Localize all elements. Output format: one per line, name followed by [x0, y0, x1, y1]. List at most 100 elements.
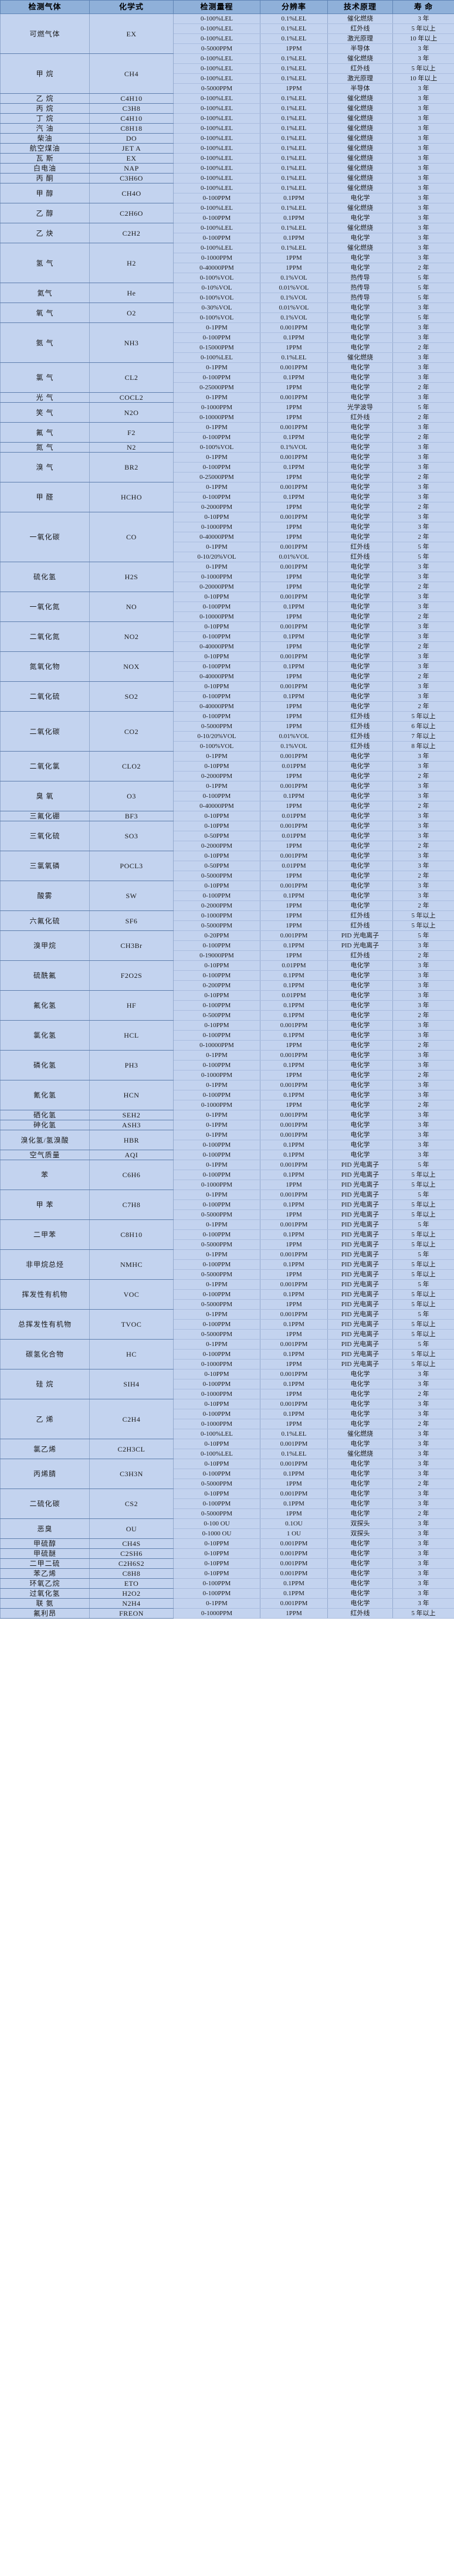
technical-principle-cell: 电化学 [327, 432, 393, 443]
technical-principle-cell: 电化学 [327, 582, 393, 592]
resolution-cell: 0.01PPM [260, 990, 328, 1001]
technical-principle-cell: PID 光电离子 [327, 1339, 393, 1350]
resolution-cell: 1PPM [260, 801, 328, 811]
resolution-cell: 1PPM [260, 532, 328, 542]
technical-principle-cell: 电化学 [327, 442, 393, 453]
resolution-cell: 0.001PPM [260, 1279, 328, 1290]
resolution-cell: 0.1%LEL [260, 1429, 328, 1439]
table-row: 恶臭 OU 0-100 OU 0.1OU 双探头 3 年 [0, 1518, 454, 1539]
technical-principle-cell: PID 光电离子 [327, 1199, 393, 1210]
technical-principle-cell: 催化燃烧 [327, 163, 393, 174]
detection-range-cell: 0-19000PPM [173, 950, 260, 961]
detection-range-cell: 0-100PPM [173, 1170, 260, 1180]
technical-principle-cell: 催化燃烧 [327, 93, 393, 104]
table-row: 0-10000PPM 1PPM 电化学 2 年 [1, 611, 454, 622]
gas-name-cell: 二氧化碳 [0, 711, 90, 752]
resolution-cell: 0.001PPM [260, 1598, 328, 1609]
resolution-cell: 1PPM [260, 263, 328, 273]
detection-range-cell: 0-1PPM [173, 1110, 260, 1120]
resolution-cell: 1PPM [260, 841, 328, 851]
table-row: 乙 醇 C2H6O 0-100%LEL 0.1%LEL 催化燃烧 3 年 [0, 203, 454, 223]
lifetime-cell: 3 年 [392, 661, 454, 672]
table-row: 联 氨 N2H4 0-1PPM 0.001PPM 电化学 3 年 [0, 1598, 454, 1609]
detection-range-cell: 0-500PPM [173, 1010, 260, 1021]
chemical-formula-cell: C8H8 [89, 1568, 174, 1579]
technical-principle-cell: 催化燃烧 [327, 243, 393, 253]
technical-principle-cell: 催化燃烧 [327, 203, 393, 213]
detection-range-cell: 0-40000PPM [173, 263, 260, 273]
resolution-cell: 0.1PPM [260, 1469, 328, 1479]
detection-range-cell: 0-100PPM [173, 1409, 260, 1419]
technical-principle-cell: PID 光电离子 [327, 1319, 393, 1330]
detection-range-cell: 0-10/20%VOL [173, 731, 260, 742]
table-row: 0-100PPM 0.1PPM 电化学 3 年 [1, 1498, 454, 1509]
technical-principle-cell: 电化学 [327, 791, 393, 801]
detection-range-cell: 0-10PPM [173, 1568, 260, 1579]
detection-range-cell: 0-10PPM [173, 651, 260, 662]
lifetime-cell: 3 年 [392, 861, 454, 871]
lifetime-cell: 3 年 [392, 1439, 454, 1449]
lifetime-cell: 3 年 [392, 372, 454, 383]
table-row: 瓦 斯 EX 0-100%LEL 0.1%LEL 催化燃烧 3 年 [0, 153, 454, 164]
detection-range-cell: 0-100PPM [173, 1030, 260, 1041]
detection-range-cell: 0-40000PPM [173, 701, 260, 712]
table-row: 氟 气 F2 0-1PPM 0.001PPM 电化学 3 年 [0, 422, 454, 443]
lifetime-cell: 3 年 [392, 143, 454, 154]
technical-principle-cell: 双探头 [327, 1518, 393, 1529]
chemical-formula-cell: CL2 [89, 362, 174, 393]
lifetime-cell: 3 年 [392, 352, 454, 363]
detection-range-cell: 0-100%VOL [173, 442, 260, 453]
lifetime-cell: 5 年以上 [392, 1319, 454, 1330]
chemical-formula-cell: C2H3CL [89, 1439, 174, 1459]
resolution-cell: 0.1PPM [260, 1409, 328, 1419]
detection-range-cell: 0-100%LEL [173, 173, 260, 183]
chemical-formula-cell: NOX [89, 651, 174, 682]
detection-range-cell: 0-10PPM [173, 621, 260, 632]
resolution-cell: 1PPM [260, 572, 328, 582]
resolution-cell: 0.1PPM [260, 1588, 328, 1599]
detection-range-cell: 0-100PPM [173, 1229, 260, 1240]
technical-principle-cell: 电化学 [327, 512, 393, 522]
resolution-cell: 0.01%VOL [260, 552, 328, 562]
gas-name-cell: 乙 烯 [0, 1399, 90, 1439]
gas-name-cell: 臭 氧 [0, 781, 90, 811]
table-row: 汽 油 C8H18 0-100%LEL 0.1%LEL 催化燃烧 3 年 [0, 123, 454, 134]
detection-range-cell: 0-5000PPM [173, 1329, 260, 1340]
gas-name-cell: 二氧化氯 [0, 751, 90, 781]
resolution-cell: 0.001PPM [260, 362, 328, 373]
technical-principle-cell: 电化学 [327, 1010, 393, 1021]
technical-principle-cell: 激光原理 [327, 33, 393, 44]
detection-range-cell: 0-25000PPM [173, 382, 260, 393]
technical-principle-cell: 电化学 [327, 1000, 393, 1011]
detection-range-cell: 0-100PPM [173, 1498, 260, 1509]
table-row: 挥发性有机物 VOC 0-1PPM 0.001PPM PID 光电离子 5 年 [0, 1279, 454, 1310]
resolution-cell: 1PPM [260, 83, 328, 94]
table-row: 0-200PPM 0.1PPM 电化学 3 年 [1, 980, 454, 991]
technical-principle-cell: 电化学 [327, 1508, 393, 1519]
detection-range-cell: 0-1000PPM [173, 1608, 260, 1619]
detection-range-cell: 0-100PPM [173, 631, 260, 642]
technical-principle-cell: 热传导 [327, 273, 393, 283]
detection-range-cell: 0-1PPM [173, 562, 260, 572]
chemical-formula-cell: COCL2 [89, 392, 174, 403]
lifetime-cell: 5 年 [392, 1249, 454, 1260]
lifetime-cell: 3 年 [392, 203, 454, 213]
chemical-formula-cell: CO2 [89, 711, 174, 752]
technical-principle-cell: 催化燃烧 [327, 173, 393, 183]
detection-range-cell: 0-20PPM [173, 930, 260, 941]
resolution-cell: 0.01PPM [260, 761, 328, 772]
table-row: 0-100%LEL 0.1%LEL 催化燃烧 3 年 [1, 352, 454, 363]
table-row: 0-5000PPM 1PPM PID 光电离子 5 年以上 [1, 1329, 454, 1340]
resolution-cell: 1PPM [260, 721, 328, 732]
detection-range-cell: 0-1000PPM [173, 910, 260, 921]
resolution-cell: 0.1PPM [260, 213, 328, 223]
table-row: 0-19000PPM 1PPM 红外线 2 年 [1, 950, 454, 961]
table-row: 0-100PPM 0.1PPM PID 光电离子 5 年以上 [1, 1170, 454, 1180]
resolution-cell: 0.001PPM [260, 1548, 328, 1559]
technical-principle-cell: 电化学 [327, 362, 393, 373]
gas-detection-spec-sheet: 检测气体 化学式 检测量程 分辨率 技术原理 寿 命 可燃气体 EX 0-100%L… [0, 0, 454, 1619]
resolution-cell: 0.1%VOL [260, 741, 328, 752]
resolution-cell: 0.1%LEL [260, 93, 328, 104]
resolution-cell: 1PPM [260, 1479, 328, 1489]
gas-name-cell: 溴甲烷 [0, 930, 90, 961]
